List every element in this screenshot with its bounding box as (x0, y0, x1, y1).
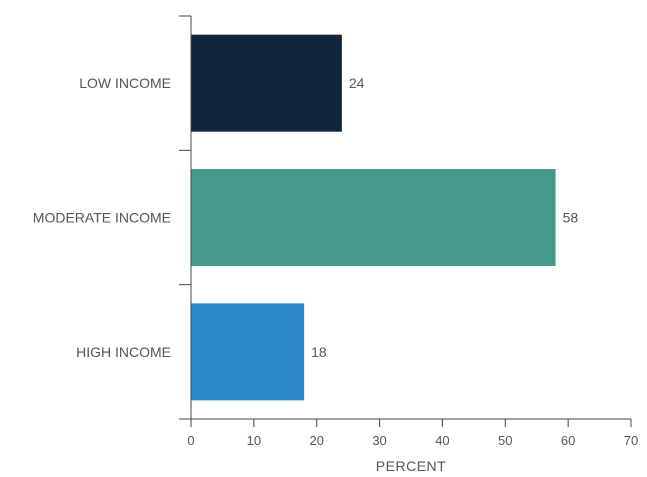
category-label-low-income: LOW INCOME (79, 75, 171, 91)
x-tick-label: 60 (561, 433, 575, 448)
x-tick-label: 30 (372, 433, 386, 448)
data-label-high-income: 18 (311, 344, 327, 360)
x-tick-label: 40 (435, 433, 449, 448)
bar-low-income (191, 34, 342, 132)
x-tick-label: 0 (187, 433, 194, 448)
x-tick-label: 70 (624, 433, 638, 448)
bar-moderate-income (191, 169, 556, 266)
x-tick-label: 20 (309, 433, 323, 448)
x-tick-label: 50 (498, 433, 512, 448)
axes-group (179, 15, 631, 420)
category-label-moderate-income: MODERATE INCOME (33, 210, 171, 226)
x-axis-title: PERCENT (376, 458, 446, 474)
data-label-moderate-income: 58 (563, 210, 579, 226)
x-tick-label: 10 (247, 433, 261, 448)
data-labels-group: 24 58 18 (311, 75, 578, 360)
category-labels-group: LOW INCOME MODERATE INCOME HIGH INCOME (33, 75, 171, 360)
data-label-low-income: 24 (349, 75, 365, 91)
category-label-high-income: HIGH INCOME (76, 344, 171, 360)
bar-high-income (191, 303, 305, 401)
x-ticks-group: 0 10 20 30 40 50 60 70 (187, 419, 638, 448)
bars-group (191, 34, 556, 401)
